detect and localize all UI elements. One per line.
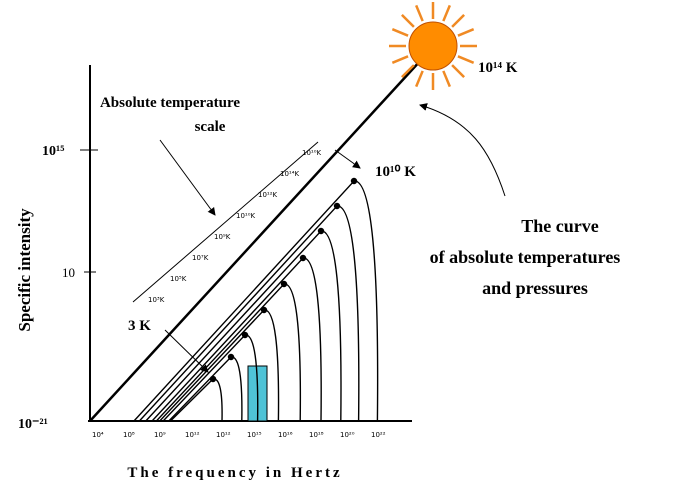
sun-ray <box>401 64 415 78</box>
sun-ray <box>391 55 409 64</box>
sun-ray <box>457 55 475 64</box>
y-label: 10¹⁵ <box>42 144 64 159</box>
x-label: 10¹⁶ <box>278 431 293 439</box>
curve-note: of absolute temperatures <box>430 247 621 267</box>
sun-ray <box>415 4 424 22</box>
x-label: 10¹⁸ <box>309 431 324 439</box>
scale-label: Absolute temperature <box>100 95 240 111</box>
curve-note: and pressures <box>482 278 588 298</box>
sun-ray <box>457 28 475 37</box>
sun-ray <box>451 64 465 78</box>
peak-dot <box>227 353 235 361</box>
x-label: 10¹² <box>185 431 200 439</box>
low-temperature: 3 K <box>128 318 151 334</box>
y-axis-title: Specific intensity <box>15 208 34 332</box>
arrow <box>419 103 506 197</box>
peak-dot <box>333 202 341 210</box>
sun-ray <box>391 28 409 37</box>
x-axis-title: The frequency in Hertz <box>127 465 342 481</box>
y-label: 10 <box>62 265 75 280</box>
artwork <box>80 2 506 422</box>
x-label: 10⁹ <box>154 431 166 439</box>
arrow <box>164 329 209 373</box>
peak-dot <box>241 331 249 339</box>
x-label: 10⁸ <box>123 431 135 439</box>
curve-label: 10⁷K <box>192 254 209 262</box>
curve-label: 10³K <box>148 296 165 304</box>
sun-ray <box>442 70 451 88</box>
arrow <box>159 139 216 216</box>
y-label: 10⁻²¹ <box>18 417 48 432</box>
curve-label: 10¹⁰K <box>302 149 322 157</box>
spectrum-curve <box>145 230 342 422</box>
scale-label: scale <box>195 119 226 135</box>
x-label: 10¹⁵ <box>247 431 262 439</box>
peak-dot <box>260 306 268 314</box>
sun-ray <box>415 70 424 88</box>
x-label: 10²² <box>371 431 386 439</box>
high-temperature: 10¹⁰ K <box>375 164 416 180</box>
sun-temperature: 10¹⁴ K <box>478 60 518 76</box>
x-label: 10²⁰ <box>340 431 355 439</box>
curve-label: 10¹²K <box>258 191 278 199</box>
peak-dot <box>280 280 288 288</box>
arrow <box>334 149 361 169</box>
curve-label: 10¹⁴K <box>280 170 300 178</box>
curve-label: 10⁹K <box>214 233 231 241</box>
main-line <box>89 47 433 422</box>
curve-label: 10¹⁰K <box>236 212 256 220</box>
sun-ray <box>442 4 451 22</box>
spectrum-curve <box>133 180 379 422</box>
scale-bracket <box>132 141 319 303</box>
sun <box>408 21 458 71</box>
peak-dot <box>317 227 325 235</box>
sun-ray <box>451 14 465 28</box>
peak-dot <box>299 254 307 262</box>
peak-dot <box>350 177 358 185</box>
curve-note: The curve <box>521 216 598 236</box>
sun-rays <box>389 2 477 90</box>
curve-label: 10⁵K <box>170 275 187 283</box>
sun-ray <box>401 14 415 28</box>
peak-dot <box>209 375 217 383</box>
x-label: 10¹² <box>216 431 231 439</box>
spectrum-curve <box>138 205 360 422</box>
x-label: 10⁴ <box>92 431 104 439</box>
